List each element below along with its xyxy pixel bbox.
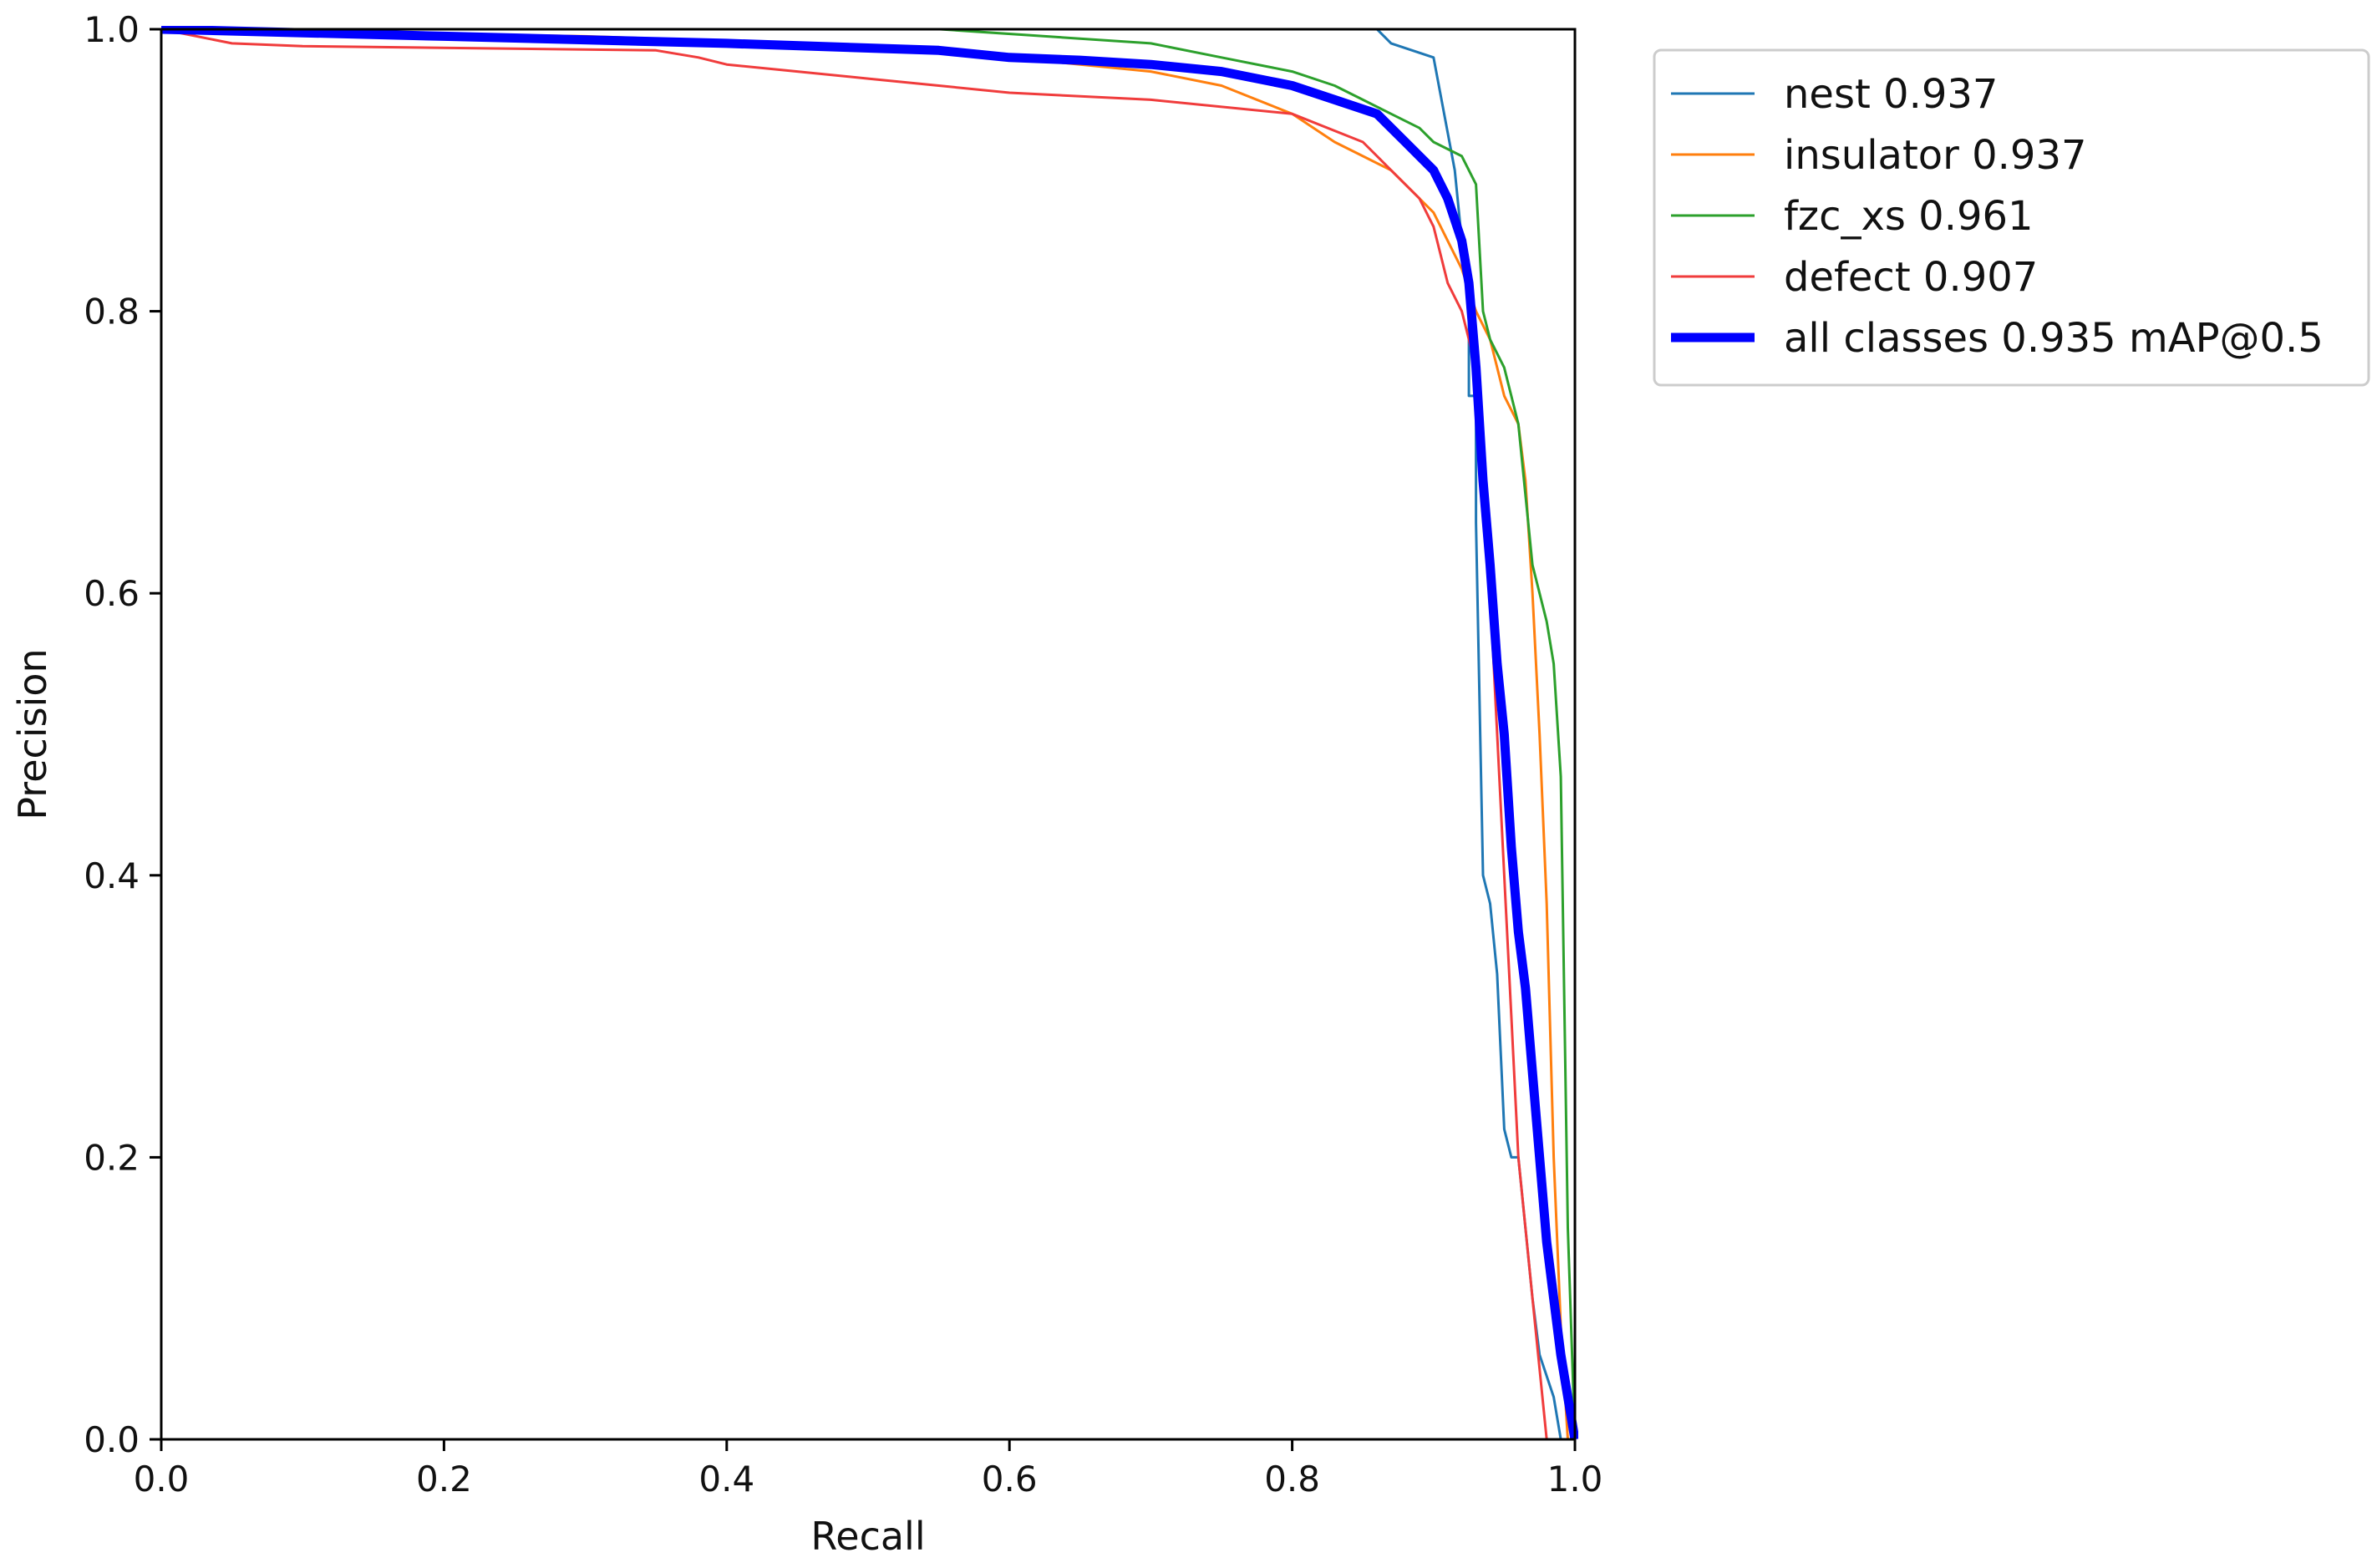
plot-area <box>160 26 1578 1440</box>
legend-label: nest 0.937 <box>1784 71 1998 118</box>
x-tick-label: 0.6 <box>982 1459 1038 1499</box>
plot-frame <box>160 28 1577 1441</box>
series-line-2 <box>160 28 1569 1440</box>
legend-label: all classes 0.935 mAP@0.5 <box>1784 315 2324 362</box>
x-tick-label: 0.0 <box>134 1459 190 1499</box>
series-line-1 <box>161 28 1562 1440</box>
x-axis-label: Recall <box>810 1514 925 1559</box>
y-tick-label: 0.8 <box>84 292 140 332</box>
series-line-5 <box>160 26 1578 1440</box>
x-tick-label: 0.8 <box>1264 1459 1320 1499</box>
y-tick-label: 0.2 <box>84 1137 140 1178</box>
legend-label: defect 0.907 <box>1784 254 2038 301</box>
x-tick-label: 0.2 <box>416 1459 472 1499</box>
x-tick-label: 1.0 <box>1547 1459 1603 1499</box>
axes: 0.0 0.2 0.4 0.6 0.8 1.0 0.0 0.2 0.4 0.6 0.8 1.0 <box>84 9 1602 1499</box>
series-line-3 <box>161 28 1577 1440</box>
legend: nest 0.937 insulator 0.937 fzc_xs 0.961 def… <box>1653 48 2370 387</box>
y-tick-label: 1.0 <box>84 9 140 50</box>
legend-box <box>1653 48 2370 387</box>
series-line-4 <box>160 28 1548 1440</box>
y-tick-label: 0.4 <box>84 855 140 896</box>
x-tick-label: 0.4 <box>698 1459 754 1499</box>
y-tick-label: 0.6 <box>84 573 140 614</box>
legend-label: fzc_xs 0.961 <box>1784 193 2034 240</box>
y-tick-label: 0.0 <box>84 1419 140 1460</box>
legend-label: insulator 0.937 <box>1784 132 2087 179</box>
y-axis-label: Precision <box>10 648 55 820</box>
